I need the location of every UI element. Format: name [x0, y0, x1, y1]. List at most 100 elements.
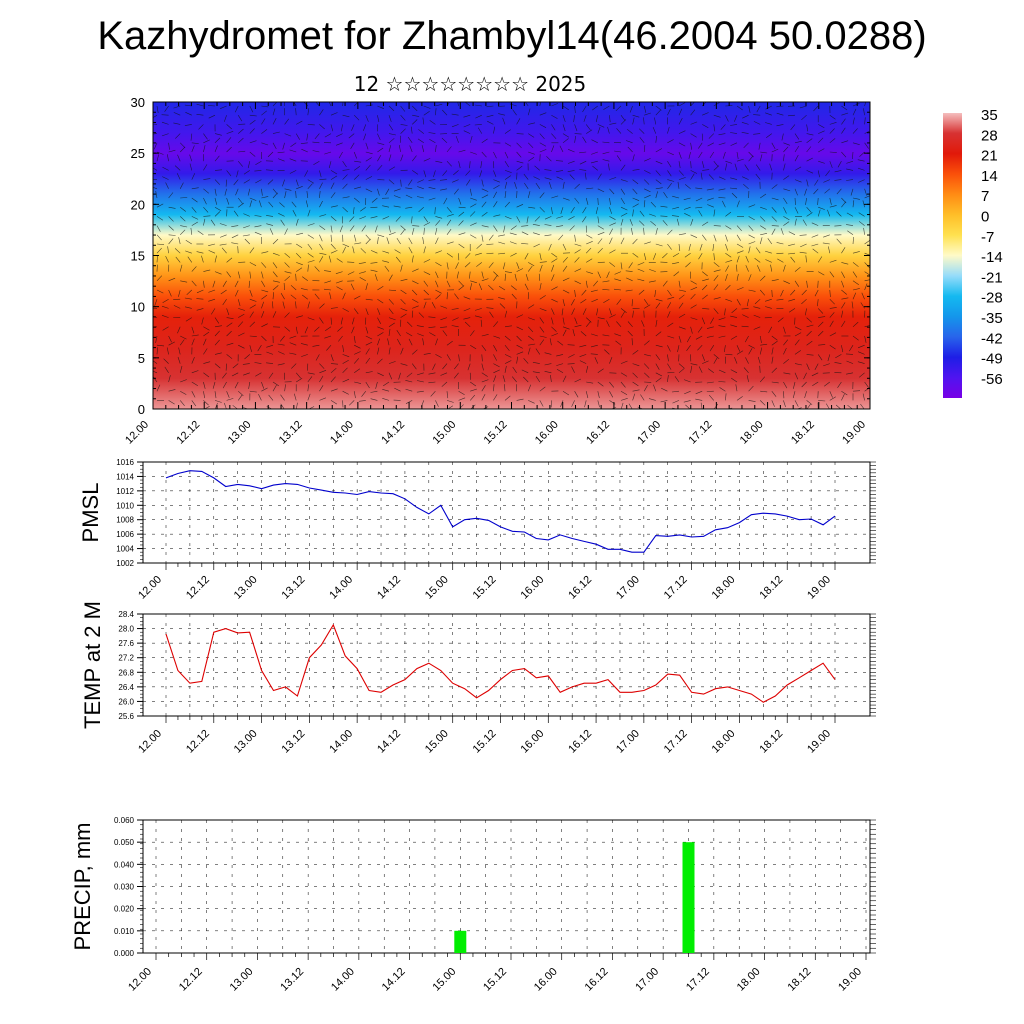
- colorbar-label: -14: [981, 249, 1003, 266]
- heatmap-y-tick-label: 0: [138, 402, 145, 417]
- pmsl-x-tick-label: 18.00: [710, 574, 738, 602]
- temp-x-tick-label: 16.12: [566, 728, 594, 756]
- temp-x-tick-label: 14.00: [327, 728, 355, 756]
- chart-subtitle: 12 ☆☆☆☆☆☆☆☆ 2025: [353, 72, 587, 96]
- pmsl-x-tick-label: 19.00: [805, 574, 833, 602]
- temp-x-tick-label: 18.12: [757, 728, 785, 756]
- precip-bar: [682, 842, 695, 953]
- precip-x-tick-label: 18.00: [735, 966, 763, 994]
- pmsl-y-tick-label: 1002: [116, 559, 134, 568]
- precip-x-tick-label: 18.12: [785, 966, 813, 994]
- colorbar-label: -35: [981, 310, 1003, 327]
- temp-x-tick-label: 16.00: [518, 728, 546, 756]
- precip-x-tick-label: 19.00: [836, 966, 864, 994]
- heatmap-x-tick-label: 17.12: [687, 419, 715, 447]
- temp-y-axis-label: TEMP at 2 M: [80, 601, 105, 729]
- heatmap-panel: 0 5 10 15 20 25 30 12.00 12.12 13.00 13.12 14.00 14.…: [123, 95, 871, 447]
- temp-frame: [142, 613, 871, 717]
- pmsl-x-tick-label: 16.00: [518, 574, 546, 602]
- pmsl-y-tick-label: 1014: [116, 472, 134, 481]
- precip-x-tick-label: 14.00: [329, 966, 357, 994]
- pmsl-y-tick-label: 1012: [116, 487, 134, 496]
- pmsl-x-tick-label: 12.00: [136, 574, 164, 602]
- temp-y-tick-label: 28.0: [118, 625, 134, 634]
- colorbar-label: -42: [981, 330, 1003, 347]
- pmsl-x-tick-label: 15.00: [423, 574, 451, 602]
- colorbar-label: 35: [981, 107, 998, 124]
- temp-y-tick-label: 28.4: [118, 610, 134, 619]
- colorbar-label: 14: [981, 168, 998, 185]
- temp-x-tick-label: 15.12: [471, 728, 499, 756]
- pmsl-frame: [142, 461, 871, 564]
- pmsl-y-axis-label: PMSL: [78, 483, 103, 543]
- precip-x-tick-label: 14.12: [380, 966, 408, 994]
- temp-x-tick-label: 17.12: [662, 728, 690, 756]
- precip-x-tick-label: 17.00: [633, 966, 661, 994]
- precip-x-tick-label: 15.12: [481, 966, 509, 994]
- temp-x-tick-label: 15.00: [423, 728, 451, 756]
- precip-x-tick-label: 12.12: [177, 966, 205, 994]
- colorbar: 35 28 21 14 7 0 -7 -14 -21 -28 -35 -42 -49 -56: [943, 107, 1003, 398]
- temp-series-line: [165, 623, 836, 703]
- temp-y-tick-label: 26.0: [118, 697, 134, 706]
- precip-x-tick-label: 16.12: [583, 966, 611, 994]
- colorbar-label: 28: [981, 127, 998, 144]
- heatmap-x-tick-label: 12.12: [174, 419, 202, 447]
- precip-bar: [454, 930, 467, 953]
- wind-vectors: [153, 102, 870, 409]
- pmsl-y-tick-label: 1016: [116, 458, 134, 467]
- colorbar-label: 7: [981, 188, 989, 205]
- temp-x-tick-label: 12.12: [184, 728, 212, 756]
- heatmap-x-tick-label: 17.00: [635, 419, 663, 447]
- pmsl-x-tick-label: 15.12: [471, 574, 499, 602]
- colorbar-label: -21: [981, 269, 1003, 286]
- temp-y-tick-label: 27.6: [118, 639, 134, 648]
- precip-x-tick-label: 17.12: [684, 966, 712, 994]
- pmsl-y-tick-label: 1006: [116, 530, 134, 539]
- precip-y-tick-label: 0.030: [114, 883, 135, 892]
- heatmap-x-tick-label: 13.12: [277, 419, 305, 447]
- precip-y-tick-label: 0.050: [114, 838, 135, 847]
- pmsl-x-tick-label: 14.00: [327, 574, 355, 602]
- temp-x-tick-label: 12.00: [136, 728, 164, 756]
- heatmap-y-tick-label: 30: [131, 95, 145, 110]
- colorbar-label: 21: [981, 148, 998, 165]
- temp-x-tick-label: 13.12: [280, 728, 308, 756]
- colorbar-label: -28: [981, 290, 1003, 307]
- heatmap-x-tick-label: 14.12: [379, 419, 407, 447]
- heatmap-x-tick-label: 13.00: [226, 419, 254, 447]
- heatmap-x-tick-label: 18.00: [738, 419, 766, 447]
- pmsl-y-tick-label: 1010: [116, 501, 134, 510]
- pmsl-x-tick-label: 18.12: [757, 574, 785, 602]
- pmsl-series-line: [165, 470, 836, 553]
- temp-x-tick-label: 19.00: [805, 728, 833, 756]
- precip-y-tick-label: 0.020: [114, 905, 135, 914]
- heatmap-x-tick-label: 14.00: [328, 419, 356, 447]
- heatmap-x-tick-label: 12.00: [123, 419, 151, 447]
- pmsl-x-tick-label: 12.12: [184, 574, 212, 602]
- heatmap-x-tick-label: 18.12: [789, 419, 817, 447]
- temp-x-tick-label: 14.12: [375, 728, 403, 756]
- heatmap-y-tick-label: 25: [131, 146, 145, 161]
- precip-y-tick-label: 0.010: [114, 927, 135, 936]
- temp-y-tick-label: 26.4: [118, 683, 134, 692]
- temp-x-tick-label: 13.00: [232, 728, 260, 756]
- colorbar-label: 0: [981, 209, 989, 226]
- precip-x-tick-label: 13.12: [278, 966, 306, 994]
- heatmap-x-tick-label: 15.12: [482, 419, 510, 447]
- precip-y-axis-label: PRECIP, mm: [70, 823, 95, 951]
- precip-x-tick-label: 16.00: [532, 966, 560, 994]
- colorbar-label: -49: [981, 351, 1003, 368]
- pmsl-x-tick-label: 17.12: [662, 574, 690, 602]
- heatmap-y-tick-label: 15: [131, 249, 145, 264]
- colorbar-bar: [943, 113, 962, 398]
- pmsl-x-tick-label: 13.12: [280, 574, 308, 602]
- temp-y-tick-label: 27.2: [118, 654, 134, 663]
- precip-y-tick-label: 0.060: [114, 816, 135, 825]
- chart-title: Kazhydromet for Zhambyl14(46.2004 50.028…: [97, 14, 927, 58]
- precip-x-tick-label: 12.00: [126, 966, 154, 994]
- pmsl-panel: 1002 1004 1006 1008 1010 1012 1014 1016 PMSL 12.0…: [78, 458, 876, 602]
- precip-y-tick-label: 0.040: [114, 860, 135, 869]
- heatmap-x-tick-label: 15.00: [430, 419, 458, 447]
